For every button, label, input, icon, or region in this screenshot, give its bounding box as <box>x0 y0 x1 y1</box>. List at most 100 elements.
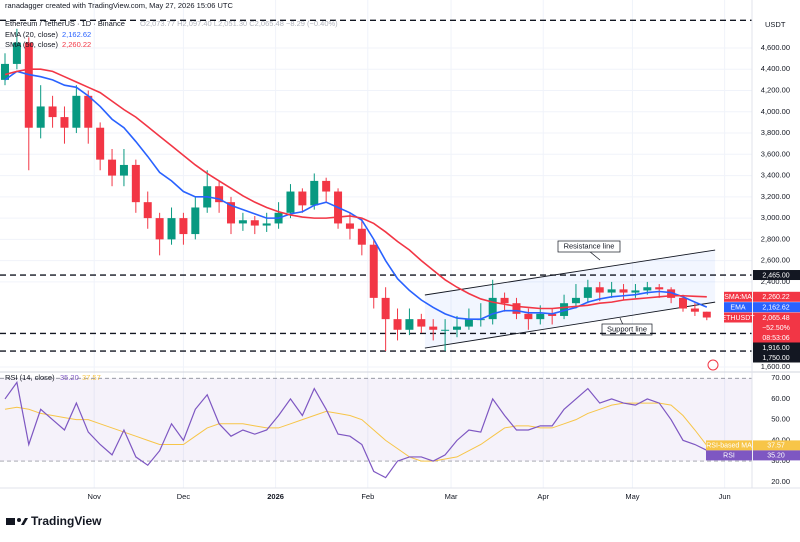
price-tag-label: 2,260.22 <box>762 294 789 301</box>
candle-body <box>179 218 188 235</box>
alert-icon[interactable] <box>707 359 719 371</box>
candle-body <box>322 180 331 192</box>
candle-body <box>560 303 569 316</box>
rsi-tick-label: 50.00 <box>771 415 790 424</box>
support-line <box>424 301 716 349</box>
rsi-band <box>0 378 752 462</box>
candle-body <box>131 164 140 203</box>
candle-body <box>393 319 402 330</box>
candle-body <box>143 202 152 219</box>
y-tick-label: 3,000.00 <box>761 213 790 222</box>
candle-body <box>24 42 33 128</box>
candle-body <box>690 308 699 312</box>
x-tick-label: 2026 <box>267 492 284 501</box>
candle-body <box>643 287 652 291</box>
candle-body <box>548 313 557 316</box>
price-tag <box>753 302 800 313</box>
candle-body <box>155 218 164 240</box>
price-tag-label: 2,465.00 <box>762 272 789 279</box>
candle-body <box>36 106 45 128</box>
annotation: Support line <box>607 324 647 333</box>
candle-body <box>464 319 473 327</box>
resistance-line <box>424 249 716 296</box>
price-tag <box>753 270 800 281</box>
tag-name-box <box>724 291 752 302</box>
tag-name-box <box>724 302 752 313</box>
y-tick-label: 4,600.00 <box>761 43 790 52</box>
candle-body <box>60 117 69 128</box>
y-tick-label: 3,200.00 <box>761 192 790 201</box>
candle-body <box>215 186 224 203</box>
candle-body <box>631 290 640 293</box>
candle-body <box>119 164 128 176</box>
price-tag <box>753 352 800 363</box>
rsi-legend: RSI (14, close) <box>5 373 55 382</box>
annotation-box <box>601 323 653 336</box>
candle-body <box>667 289 676 298</box>
price-tag-label: 2,162.62 <box>762 305 789 312</box>
x-tick-label: Nov <box>88 492 102 501</box>
candle-body <box>571 297 580 304</box>
sma-legend: SMA (50, close) <box>5 40 58 49</box>
price-tag <box>753 291 800 302</box>
logo-dot <box>17 518 21 522</box>
tag-name: ETHUSDT <box>721 315 755 322</box>
y-axis-label: USDT <box>765 20 786 29</box>
x-tick-label: Jun <box>719 492 731 501</box>
price-tag-label: 35.20 <box>767 453 785 460</box>
y-tick-label: 1,600.00 <box>761 362 790 371</box>
ema-legend-value: 2,162.62 <box>62 30 91 39</box>
y-tick-label: 4,200.00 <box>761 85 790 94</box>
annotation-box <box>557 240 621 253</box>
candle-body <box>0 63 9 80</box>
annotation-pointer <box>588 250 601 261</box>
y-tick-label: 3,600.00 <box>761 149 790 158</box>
tag-name-box <box>706 450 752 461</box>
x-tick-label: Mar <box>445 492 458 501</box>
price-tag-sub: 08:53:06 <box>762 335 789 342</box>
price-tag <box>753 312 800 343</box>
annotation: Resistance line <box>564 241 615 250</box>
x-tick-label: Feb <box>361 492 374 501</box>
candle-body <box>12 42 21 64</box>
rsi-legend-value: 35.20 <box>60 373 79 382</box>
y-tick-label: 4,400.00 <box>761 64 790 73</box>
y-tick-label: 2,600.00 <box>761 256 790 265</box>
candle-body <box>369 244 378 298</box>
candle-body <box>191 207 200 235</box>
price-tag <box>753 440 800 451</box>
rsi-tick-label: 20.00 <box>771 477 790 486</box>
price-tag-sub: −52.50% <box>762 325 790 332</box>
rsi-tick-label: 30.00 <box>771 456 790 465</box>
logo-mark <box>6 518 15 525</box>
candle-body <box>167 218 176 240</box>
candle-body <box>286 191 295 213</box>
price-tag <box>753 450 800 461</box>
y-tick-label: 2,800.00 <box>761 234 790 243</box>
candle-body <box>679 297 688 309</box>
x-tick-label: Dec <box>177 492 191 501</box>
ohlc: O2,073.77 H2,097.40 L2,051.30 C2,065.48 … <box>140 19 338 28</box>
y-tick-label: 4,000.00 <box>761 107 790 116</box>
candle-body <box>500 297 509 304</box>
candle-body <box>607 289 616 293</box>
candle-body <box>488 297 497 320</box>
candle-body <box>227 202 236 224</box>
tags: 2,465.00 2,260.22 SMA:MA 2,162.62 EMA 2,065.4… <box>706 270 800 461</box>
ema-legend: EMA (20, close) <box>5 30 58 39</box>
candle-body <box>345 223 354 229</box>
tag-name-box <box>724 312 752 323</box>
candle-body <box>238 220 247 224</box>
tag-name-box <box>706 440 752 451</box>
rsi-tick-label: 60.00 <box>771 394 790 403</box>
candle-body <box>453 326 462 330</box>
candle-body <box>72 95 81 128</box>
y-tick-label: 3,800.00 <box>761 128 790 137</box>
candle-body <box>108 159 117 176</box>
tag-name: EMA <box>730 305 746 312</box>
legend: ranadagger created with TradingView.com,… <box>5 1 786 382</box>
candle-body <box>84 95 93 128</box>
candle-body <box>536 313 545 320</box>
candle-body <box>429 326 438 330</box>
candle-body <box>595 287 604 293</box>
